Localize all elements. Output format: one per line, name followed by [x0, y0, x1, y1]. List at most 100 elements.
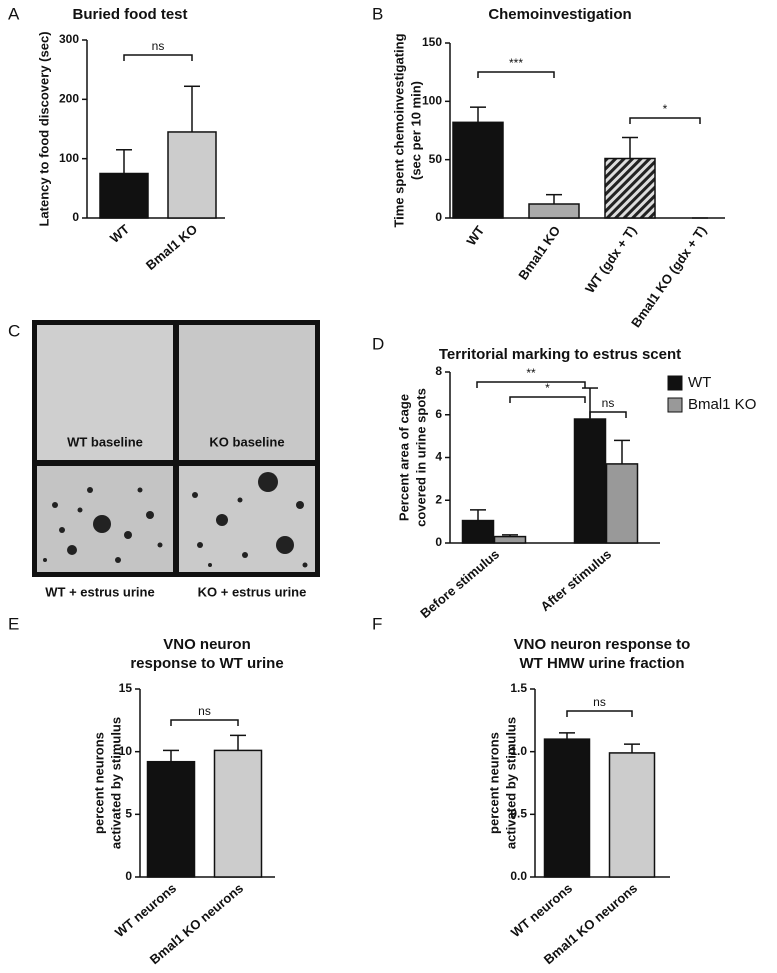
error-bar: [546, 193, 562, 204]
error-bar: [614, 439, 630, 464]
x-tick-label: Before stimulus: [417, 546, 502, 621]
error-bar: [470, 509, 486, 521]
significance-label: **: [526, 366, 536, 380]
error-bar: [559, 732, 575, 740]
chart-title: VNO neuron: [163, 636, 251, 653]
bar: [528, 203, 580, 219]
image-tile: [179, 325, 315, 460]
significance-label: *: [663, 102, 668, 116]
y-tick-label: 8: [435, 364, 442, 378]
chart-panel: D Territorial marking to estrus scent Perc…: [372, 334, 756, 621]
urine-spots: [43, 472, 308, 568]
x-tick-label: WT (gdx + T): [582, 223, 639, 296]
x-tick-label: WT neurons: [112, 880, 179, 940]
significance-bracket: [629, 117, 701, 124]
image-label: WT baseline: [67, 434, 143, 449]
bar: [605, 463, 639, 544]
y-axis-label: percent neurons: [486, 732, 501, 834]
chart-panel: E VNO neuron response to WT urine percent n…: [8, 614, 284, 967]
chart-panel: B Chemoinvestigation Time spent chemoinves…: [372, 4, 725, 330]
x-tick-label: Bmal1 KO (gdx + T): [628, 223, 709, 330]
y-tick-label: 100: [422, 94, 442, 108]
x-tick-label: Bmal1 KO: [515, 223, 563, 283]
x-tick-label: WT: [107, 221, 132, 246]
panel-letter: C: [8, 321, 20, 340]
y-tick-label: 1.0: [510, 744, 527, 758]
error-bar: [184, 85, 200, 132]
chart-panel: F VNO neuron response to WT HMW urine frac…: [372, 614, 690, 967]
significance-label: *: [545, 381, 550, 395]
image-label: KO + estrus urine: [198, 584, 307, 599]
error-bar: [622, 136, 638, 159]
y-axis-label: percent neurons: [91, 732, 106, 834]
y-tick-label: 0: [125, 869, 132, 883]
bar: [213, 749, 263, 878]
bar: [604, 157, 656, 219]
image-label: KO baseline: [209, 434, 284, 449]
significance-bracket: [123, 54, 193, 61]
significance-label: ***: [509, 56, 523, 70]
y-tick-label: 200: [59, 92, 79, 106]
legend-swatch: [667, 397, 683, 413]
chart-title: Buried food test: [73, 6, 188, 23]
significance-bracket: [589, 411, 627, 418]
y-tick-label: 0: [72, 210, 79, 224]
bar: [543, 738, 591, 878]
bar: [493, 535, 527, 544]
y-tick-label: 2: [435, 492, 442, 506]
significance-label: ns: [198, 704, 211, 718]
y-axis-label: Latency to food discovery (sec): [36, 31, 51, 226]
legend-label: Bmal1 KO: [688, 396, 756, 413]
bar: [461, 519, 495, 544]
y-tick-label: 1.5: [510, 681, 527, 695]
y-tick-label: 6: [435, 407, 442, 421]
y-tick-label: 0: [435, 210, 442, 224]
y-tick-label: 5: [125, 807, 132, 821]
significance-bracket: [509, 396, 586, 403]
significance-bracket: [477, 71, 555, 78]
y-tick-label: 15: [119, 681, 133, 695]
panel-letter: F: [372, 614, 382, 633]
panel-letter: A: [8, 4, 20, 23]
legend-swatch: [667, 375, 683, 391]
significance-bracket: [476, 381, 586, 388]
chart-title: VNO neuron response to: [514, 636, 691, 653]
significance-label: ns: [593, 695, 606, 709]
chart-panel: A Buried food test Latency to food discove…: [8, 4, 225, 273]
error-bar: [470, 106, 486, 123]
x-tick-label: WT neurons: [508, 880, 575, 940]
y-tick-label: 4: [435, 450, 442, 464]
y-tick-label: 0.5: [510, 807, 527, 821]
chart-title: Territorial marking to estrus scent: [439, 346, 681, 363]
y-tick-label: 10: [119, 744, 133, 758]
x-tick-label: After stimulus: [538, 546, 615, 614]
bar: [146, 760, 196, 878]
panel-letter: E: [8, 614, 19, 633]
y-axis-label: (sec per 10 min): [408, 81, 423, 180]
y-axis-label: activated by stimulus: [503, 717, 518, 849]
error-bar: [230, 734, 246, 751]
y-tick-label: 300: [59, 32, 79, 46]
image-tile: [37, 325, 173, 460]
chart-title: WT HMW urine fraction: [520, 655, 685, 672]
image-label: WT + estrus urine: [45, 584, 154, 599]
y-tick-label: 50: [429, 152, 443, 166]
y-axis-label: Percent area of cage: [396, 394, 411, 521]
bar: [167, 131, 217, 219]
y-axis-label: covered in urine spots: [413, 388, 428, 527]
y-tick-label: 100: [59, 151, 79, 165]
error-bar: [624, 743, 640, 753]
legend-label: WT: [688, 374, 711, 391]
y-tick-label: 0: [435, 535, 442, 549]
y-tick-label: 150: [422, 35, 442, 49]
y-tick-label: 0.0: [510, 869, 527, 883]
significance-bracket: [170, 719, 239, 726]
error-bar: [116, 149, 132, 174]
chart-title: response to WT urine: [130, 655, 283, 672]
significance-label: ns: [152, 39, 165, 53]
bar: [608, 752, 656, 878]
y-axis-label: activated by stimulus: [108, 717, 123, 849]
panel-letter: B: [372, 4, 383, 23]
bar: [452, 121, 504, 219]
